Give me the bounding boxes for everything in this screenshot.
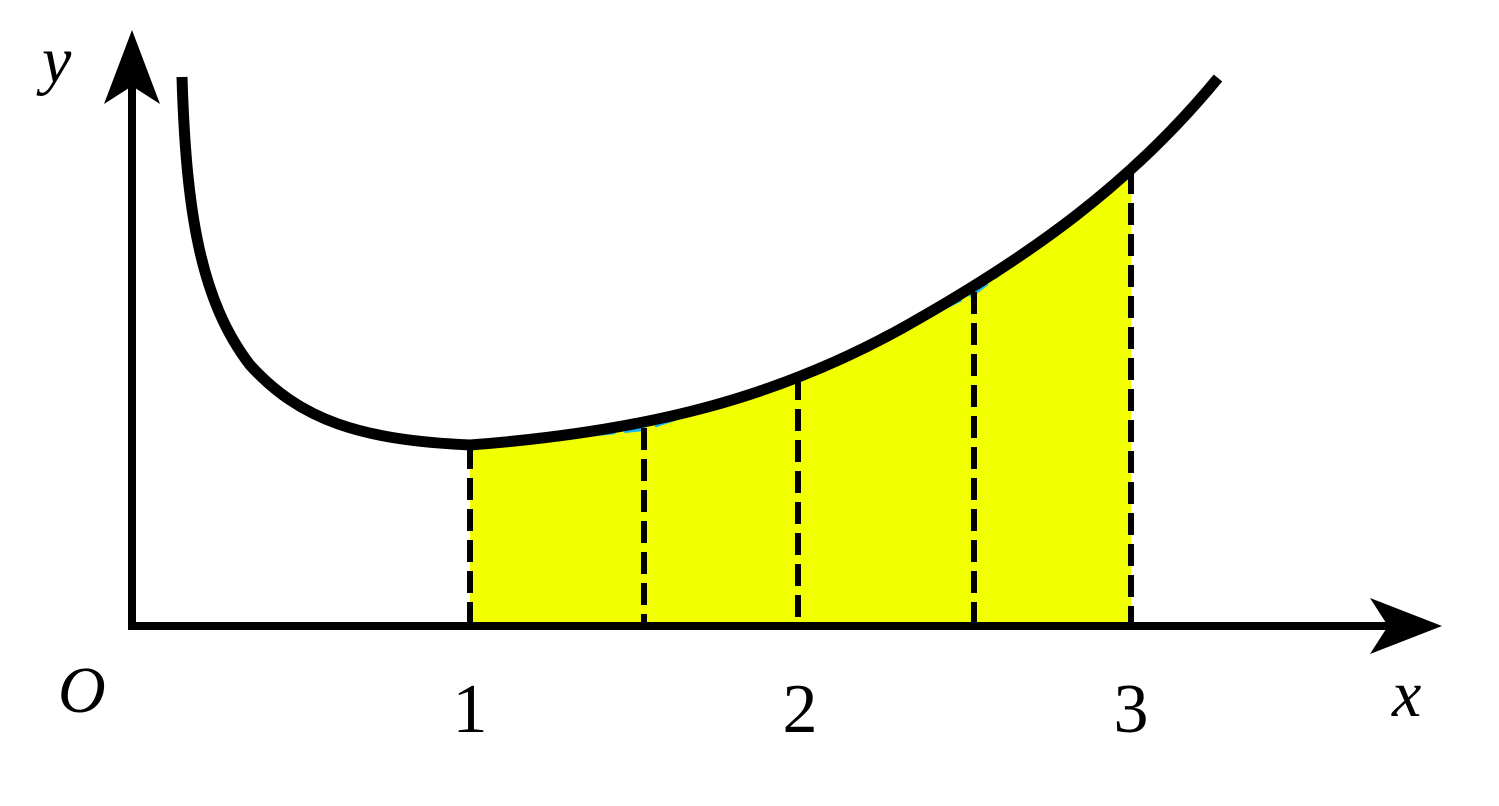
x-tick-label-1: 1 <box>453 671 488 748</box>
y-axis-arrowhead <box>104 30 160 104</box>
origin-label: O <box>58 654 106 727</box>
function-curve <box>176 74 1223 451</box>
x-axis-label: x <box>1391 658 1421 731</box>
x-tick-label-3: 3 <box>1114 671 1149 748</box>
x-tick-label-2: 2 <box>783 671 818 748</box>
y-axis-label: y <box>36 24 72 97</box>
x-axis-arrowhead <box>1370 598 1442 654</box>
